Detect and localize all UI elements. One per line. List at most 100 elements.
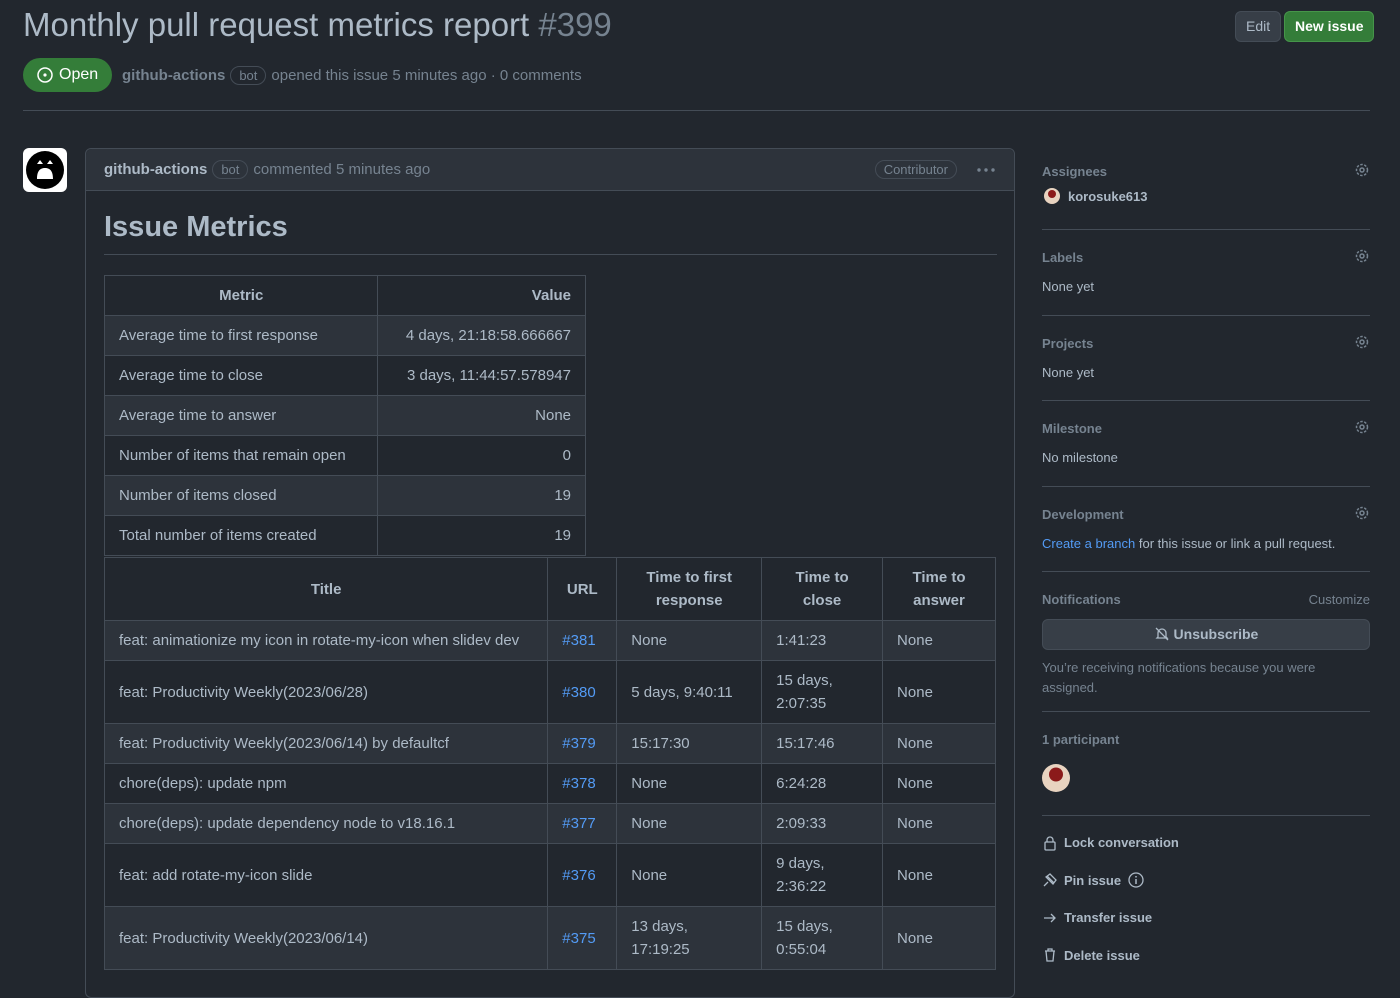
table-row: Number of items that remain open 0: [103, 435, 586, 476]
bell-icon: [1155, 627, 1169, 641]
section-label: 1 participant: [1042, 732, 1120, 747]
development-text: for this issue or link a pull request.: [1138, 535, 1336, 551]
table-cell: feat: Productivity Weekly(2023/06/14) by…: [103, 723, 549, 764]
assignee: korosuke613: [1042, 188, 1148, 204]
action-icon: [1044, 913, 1056, 923]
table-row: feat: Productivity Weekly(2023/06/28) #38…: [103, 660, 996, 724]
table-cell: None: [882, 660, 996, 724]
column-header: Time to first response: [616, 557, 763, 621]
issue-link[interactable]: #375: [547, 906, 618, 970]
assignee-avatar: [1044, 188, 1060, 204]
title-text: Monthly pull request metrics report: [23, 6, 530, 43]
table-cell: 19: [377, 475, 586, 516]
table-cell: Number of items that remain open: [103, 435, 379, 476]
table-row: Average time to answer None: [103, 395, 586, 436]
divider: [23, 110, 1370, 111]
notification-note: You’re receiving notifications because y…: [1042, 660, 1316, 695]
comment-heading: Issue Metrics: [104, 211, 997, 255]
table-cell: None: [616, 763, 763, 804]
table-cell: None: [882, 906, 996, 970]
issue-link[interactable]: #380: [547, 660, 618, 724]
section-value: None yet: [1042, 279, 1095, 294]
table-row: feat: Productivity Weekly(2023/06/14) #37…: [103, 906, 996, 970]
unsubscribe-button[interactable]: Unsubscribe: [1042, 619, 1370, 650]
column-header: Time to close: [761, 557, 884, 621]
issue-link[interactable]: #381: [547, 620, 618, 661]
table-cell: Average time to close: [103, 355, 379, 396]
sidebar-action[interactable]: Delete issue: [1042, 937, 1370, 975]
header-row: Title URL Time to first response Time to cl…: [103, 557, 996, 621]
sidebar: Assignees korosuke613 Labels None yet Projec…: [1042, 150, 1370, 974]
issue-link[interactable]: #377: [547, 803, 618, 844]
participants-section: 1 participant: [1042, 712, 1370, 816]
section-label: Milestone: [1042, 421, 1102, 436]
settings-icon[interactable]: [1354, 248, 1370, 264]
section-label: Development: [1042, 506, 1124, 522]
settings-icon[interactable]: [1354, 162, 1370, 178]
comment-author[interactable]: github-actions: [104, 161, 208, 178]
more-icon[interactable]: [976, 167, 996, 173]
section-label: Notifications: [1042, 592, 1121, 607]
sidebar-action[interactable]: Lock conversation: [1042, 824, 1370, 862]
table-cell: 6:24:28: [761, 763, 884, 804]
table-cell: 3 days, 11:44:57.578947: [377, 355, 586, 396]
state-text: Open: [59, 66, 99, 83]
issue-link[interactable]: #376: [547, 843, 618, 907]
assignees-section: Assignees korosuke613: [1042, 144, 1370, 230]
action-icon: [1044, 836, 1056, 851]
comment-time: commented 5 minutes ago: [253, 161, 431, 178]
column-header: Time to answer: [882, 557, 996, 621]
role-badge: Contributor: [874, 160, 957, 179]
actions: Lock conversation Pin issue Transfer issue…: [1042, 816, 1370, 974]
edit-button[interactable]: Edit: [1235, 11, 1282, 42]
customize-link[interactable]: Customize: [1308, 592, 1370, 607]
table-row: feat: add rotate-my-icon slide #376 None 9 …: [103, 843, 996, 907]
author[interactable]: github-actions: [122, 67, 226, 84]
column-header: Title: [103, 557, 549, 621]
issue-title: Monthly pull request metrics report #399: [23, 6, 612, 44]
issue-link[interactable]: #379: [547, 723, 618, 764]
create-branch-link[interactable]: Create a branch: [1042, 535, 1136, 551]
development-section: Development Create a branch for this issu…: [1042, 487, 1370, 572]
meta-text: opened this issue 5 minutes ago · 0 comm…: [271, 67, 582, 84]
settings-icon[interactable]: [1354, 419, 1370, 435]
assignee-name[interactable]: korosuke613: [1068, 188, 1148, 204]
header-row: Metric Value: [103, 275, 586, 316]
action-text: Transfer issue: [1064, 910, 1153, 926]
author-avatar: [23, 148, 67, 192]
issue-link[interactable]: #378: [547, 763, 618, 804]
action-text: Pin issue: [1064, 872, 1122, 888]
issue-number: #399: [538, 6, 612, 43]
milestone-section: Milestone No milestone: [1042, 401, 1370, 487]
action-icon: [1045, 948, 1055, 962]
table-cell: chore(deps): update dependency node to v…: [103, 803, 549, 844]
section-value: No milestone: [1042, 450, 1118, 465]
sidebar-action[interactable]: Transfer issue: [1042, 899, 1370, 937]
action-text: Delete issue: [1064, 947, 1140, 963]
state-badge: Open: [23, 58, 113, 92]
table-row: chore(deps): update dependency node to v…: [103, 803, 996, 844]
sidebar-action[interactable]: Pin issue: [1042, 862, 1370, 900]
settings-icon[interactable]: [1354, 334, 1370, 350]
comment: github-actions bot commented 5 minutes a…: [85, 148, 1015, 998]
column-header: URL: [547, 557, 618, 621]
section-label: Projects: [1042, 335, 1094, 351]
table-cell: None: [377, 395, 586, 436]
notifications-section: Notifications Customize Unsubscribe You’re…: [1042, 572, 1370, 712]
table-cell: 15:17:46: [761, 723, 884, 764]
issue-meta: github-actions bot opened this issue 5 m…: [122, 66, 582, 85]
open-icon: [37, 67, 53, 83]
section-label: Labels: [1042, 250, 1084, 265]
table-row: feat: animationize my icon in rotate-my-…: [103, 620, 996, 661]
table-row: Average time to close 3 days, 11:44:57.57…: [103, 355, 586, 396]
table-cell: Total number of items created: [103, 515, 379, 556]
settings-icon[interactable]: [1354, 505, 1370, 521]
projects-section: Projects None yet: [1042, 316, 1370, 401]
table-cell: Average time to answer: [103, 395, 379, 436]
table-cell: 15:17:30: [616, 723, 763, 764]
table-cell: 13 days, 17:19:25: [616, 906, 763, 970]
new-issue-button[interactable]: New issue: [1284, 11, 1375, 42]
table-row: Total number of items created 19: [103, 515, 586, 556]
bot-badge: bot: [212, 160, 249, 179]
